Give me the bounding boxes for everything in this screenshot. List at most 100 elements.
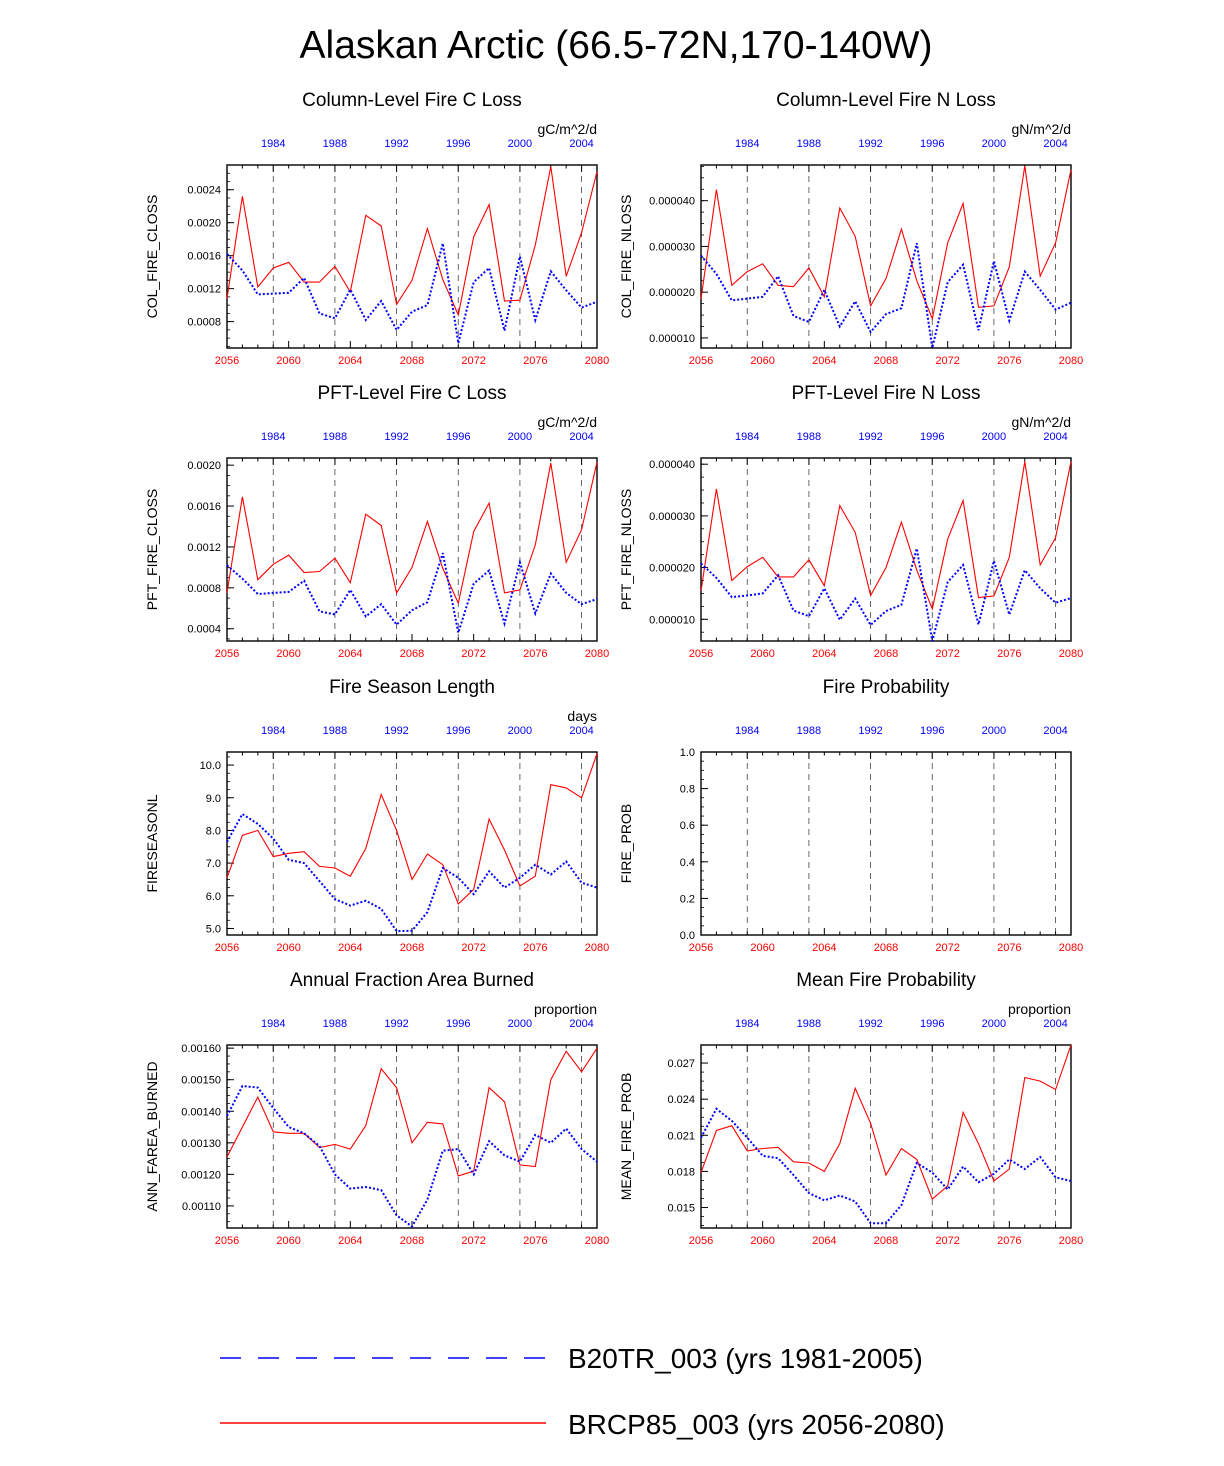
panels: Column-Level Fire C Loss gC/m^2/d COL_FIRE… <box>144 90 1083 1247</box>
units-label: gN/m^2/d <box>1012 121 1071 137</box>
x-top-tick-label: 1984 <box>735 431 759 443</box>
x-top-tick-label: 1988 <box>797 138 821 150</box>
legend-label-future: BRCP85_003 (yrs 2056-2080) <box>568 1409 945 1440</box>
panel-title: Column-Level Fire C Loss <box>302 90 522 111</box>
series-line-hist <box>700 548 1072 642</box>
x-bottom-tick-label: 2072 <box>935 355 959 367</box>
x-top-tick-label: 1984 <box>261 431 285 443</box>
y-tick-label: 0.0004 <box>187 624 221 636</box>
x-top-tick-label: 1996 <box>920 138 944 150</box>
y-tick-label: 0.4 <box>680 857 695 869</box>
y-tick-label: 0.015 <box>667 1203 695 1215</box>
units-label: days <box>567 708 597 724</box>
x-bottom-tick-label: 2072 <box>461 355 485 367</box>
x-top-tick-label: 2004 <box>1043 138 1067 150</box>
x-top-tick-label: 1996 <box>920 725 944 737</box>
x-bottom-tick-label: 2060 <box>750 648 774 660</box>
x-bottom-tick-label: 2056 <box>215 648 239 660</box>
plot-frame <box>700 164 1072 349</box>
series-line-hist <box>226 1084 598 1228</box>
x-top-tick-label: 1992 <box>384 431 408 443</box>
x-bottom-tick-label: 2072 <box>461 942 485 954</box>
x-bottom-tick-label: 2076 <box>523 942 547 954</box>
x-bottom-tick-label: 2064 <box>338 1235 362 1247</box>
legend-label-hist: B20TR_003 (yrs 1981-2005) <box>568 1343 923 1374</box>
x-top-tick-label: 1992 <box>384 1018 408 1030</box>
panel-title: PFT-Level Fire N Loss <box>792 383 981 404</box>
x-bottom-tick-label: 2056 <box>215 1235 239 1247</box>
x-top-tick-label: 1988 <box>797 431 821 443</box>
x-bottom-tick-label: 2068 <box>400 648 424 660</box>
x-top-tick-label: 1992 <box>384 725 408 737</box>
x-bottom-tick-label: 2068 <box>874 1235 898 1247</box>
y-tick-label: 0.0020 <box>187 460 221 472</box>
y-tick-label: 0.00120 <box>181 1169 221 1181</box>
y-tick-label: 0.000040 <box>649 459 695 471</box>
y-tick-label: 0.0020 <box>187 218 221 230</box>
x-bottom-tick-label: 2056 <box>689 1235 713 1247</box>
x-top-tick-label: 2000 <box>982 431 1006 443</box>
y-tick-label: 0.0012 <box>187 542 221 554</box>
x-top-tick-label: 2004 <box>569 725 593 737</box>
x-top-tick-label: 1992 <box>858 1018 882 1030</box>
x-bottom-tick-label: 2068 <box>874 942 898 954</box>
x-bottom-tick-label: 2080 <box>1059 1235 1083 1247</box>
y-axis-label: PFT_FIRE_CLOSS <box>144 489 160 610</box>
y-tick-label: 1.0 <box>680 747 695 759</box>
series-line-hist <box>226 243 598 344</box>
y-tick-label: 0.00150 <box>181 1075 221 1087</box>
panel-6: Fire Probability FIRE_PROB 2056 2060 2064 206… <box>618 677 1083 954</box>
units-label: gN/m^2/d <box>1012 414 1071 430</box>
x-bottom-tick-label: 2064 <box>812 355 836 367</box>
x-top-tick-label: 2000 <box>982 138 1006 150</box>
y-tick-label: 0.00110 <box>182 1201 221 1213</box>
y-axis-label: COL_FIRE_NLOSS <box>618 195 634 319</box>
x-bottom-tick-label: 2064 <box>338 355 362 367</box>
plot-frame <box>700 1044 1072 1229</box>
plot-frame <box>226 1044 598 1229</box>
x-top-tick-label: 2004 <box>569 138 593 150</box>
y-tick-label: 0.8 <box>680 784 695 796</box>
x-bottom-tick-label: 2060 <box>276 355 300 367</box>
y-axis-label: MEAN_FIRE_PROB <box>618 1073 634 1201</box>
series-line-future <box>700 165 1072 321</box>
y-tick-label: 0.018 <box>667 1166 695 1178</box>
x-top-tick-label: 2000 <box>508 725 532 737</box>
y-tick-label: 0.000040 <box>649 196 695 208</box>
x-bottom-tick-label: 2060 <box>750 355 774 367</box>
panel-title: Mean Fire Probability <box>796 970 976 991</box>
x-top-tick-label: 1996 <box>446 138 470 150</box>
y-axis-label: ANN_FAREA_BURNED <box>144 1061 160 1211</box>
x-bottom-tick-label: 2076 <box>997 355 1021 367</box>
x-top-tick-label: 1996 <box>920 1018 944 1030</box>
x-top-tick-label: 1992 <box>858 431 882 443</box>
x-top-tick-label: 1996 <box>446 1018 470 1030</box>
x-bottom-tick-label: 2072 <box>461 1235 485 1247</box>
x-top-tick-label: 1988 <box>797 1018 821 1030</box>
x-top-tick-label: 1984 <box>261 725 285 737</box>
x-bottom-tick-label: 2056 <box>215 355 239 367</box>
panel-title: Fire Probability <box>823 677 950 698</box>
y-tick-label: 0.0008 <box>187 583 221 595</box>
x-top-tick-label: 1988 <box>323 431 347 443</box>
x-top-tick-label: 1984 <box>735 1018 759 1030</box>
panel-2: Column-Level Fire N Loss gN/m^2/d COL_FIRE… <box>618 90 1083 367</box>
x-bottom-tick-label: 2056 <box>215 942 239 954</box>
y-tick-label: 0.000030 <box>649 511 695 523</box>
series-line-future <box>226 166 598 317</box>
x-bottom-tick-label: 2068 <box>874 355 898 367</box>
x-bottom-tick-label: 2080 <box>585 648 609 660</box>
y-tick-label: 0.00160 <box>181 1043 221 1055</box>
y-tick-label: 7.0 <box>206 858 221 870</box>
x-top-tick-label: 1984 <box>261 1018 285 1030</box>
x-top-tick-label: 2004 <box>569 431 593 443</box>
x-top-tick-label: 2000 <box>508 1018 532 1030</box>
y-tick-label: 0.0 <box>680 930 695 942</box>
y-tick-label: 0.0008 <box>187 317 221 329</box>
y-tick-label: 9.0 <box>206 793 221 805</box>
x-bottom-tick-label: 2060 <box>276 1235 300 1247</box>
legend: B20TR_003 (yrs 1981-2005) BRCP85_003 (yr… <box>220 1343 945 1440</box>
y-tick-label: 0.0016 <box>187 251 221 263</box>
x-bottom-tick-label: 2072 <box>461 648 485 660</box>
panel-1: Column-Level Fire C Loss gC/m^2/d COL_FIRE… <box>144 90 609 367</box>
